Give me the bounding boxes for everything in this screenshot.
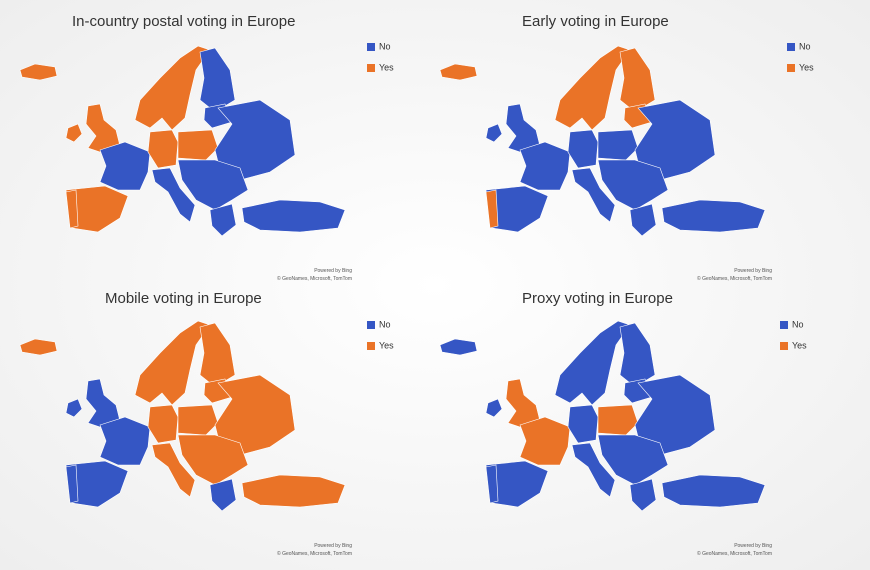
map xyxy=(439,45,766,237)
legend-label: No xyxy=(379,319,391,329)
country-region xyxy=(661,199,766,233)
country-region xyxy=(619,47,656,113)
country-region xyxy=(134,320,211,406)
country-region xyxy=(209,203,237,237)
country-region xyxy=(241,199,346,233)
map-attribution: Powered by Bing xyxy=(734,268,772,274)
map-attribution: © GeoNames, Microsoft, TomTom xyxy=(277,275,352,282)
country-region xyxy=(214,99,296,181)
map-attribution: Powered by Bing xyxy=(314,543,352,549)
country-region xyxy=(571,442,616,498)
country-region xyxy=(661,474,766,508)
map xyxy=(19,45,346,237)
country-region xyxy=(505,378,541,428)
country-region xyxy=(134,45,211,131)
country-region xyxy=(85,103,121,153)
legend-label: No xyxy=(792,319,804,329)
map-panel: Mobile voting in Europe No Yes Powered by B… xyxy=(19,290,394,557)
panel-title: Mobile voting in Europe xyxy=(105,290,262,307)
map-panel: Early voting in Europe No Yes Powered by Bi… xyxy=(439,13,814,282)
legend-swatch xyxy=(367,64,375,72)
country-region xyxy=(485,464,499,504)
country-region xyxy=(65,464,79,504)
country-region xyxy=(619,322,656,388)
country-region xyxy=(177,434,249,486)
country-region xyxy=(241,474,346,508)
country-region xyxy=(19,338,58,356)
country-region xyxy=(597,404,639,436)
country-region xyxy=(209,478,237,512)
legend-swatch xyxy=(787,43,795,51)
country-region xyxy=(147,404,179,444)
country-region xyxy=(567,129,599,169)
country-region xyxy=(597,434,669,486)
map-attribution: © GeoNames, Microsoft, TomTom xyxy=(697,550,772,557)
map-panel: Proxy voting in Europe No Yes Powered by Bi… xyxy=(439,290,807,557)
country-region xyxy=(597,159,669,211)
legend-swatch xyxy=(367,321,375,329)
country-region xyxy=(199,47,236,113)
country-region xyxy=(485,398,503,418)
country-region xyxy=(199,322,236,388)
legend-swatch xyxy=(780,342,788,350)
country-region xyxy=(554,320,631,406)
panel-title: Proxy voting in Europe xyxy=(522,290,673,307)
legend-label: No xyxy=(799,41,811,51)
country-region xyxy=(485,123,503,143)
country-region xyxy=(519,141,571,191)
country-region xyxy=(177,404,219,436)
country-region xyxy=(629,478,657,512)
country-region xyxy=(571,167,616,223)
country-region xyxy=(634,99,716,181)
map-panel: In-country postal voting in Europe No Yes P… xyxy=(19,13,394,282)
legend-swatch xyxy=(367,342,375,350)
country-region xyxy=(99,141,151,191)
country-region xyxy=(19,63,58,81)
country-region xyxy=(439,338,478,356)
map-attribution: © GeoNames, Microsoft, TomTom xyxy=(277,550,352,557)
legend-label: No xyxy=(379,41,391,51)
country-region xyxy=(485,189,499,229)
legend-swatch xyxy=(367,43,375,51)
country-region xyxy=(99,416,151,466)
country-region xyxy=(554,45,631,131)
map-attribution: © GeoNames, Microsoft, TomTom xyxy=(697,275,772,282)
country-region xyxy=(634,374,716,456)
country-region xyxy=(65,398,83,418)
map xyxy=(19,320,346,512)
legend-label: Yes xyxy=(792,340,807,350)
country-region xyxy=(151,442,196,498)
legend-swatch xyxy=(780,321,788,329)
country-region xyxy=(65,123,83,143)
map-attribution: Powered by Bing xyxy=(734,543,772,549)
country-region xyxy=(65,189,79,229)
map xyxy=(439,320,766,512)
legend-label: Yes xyxy=(379,340,394,350)
country-region xyxy=(85,378,121,428)
country-region xyxy=(214,374,296,456)
country-region xyxy=(505,103,541,153)
country-region xyxy=(597,129,639,161)
country-region xyxy=(567,404,599,444)
country-region xyxy=(629,203,657,237)
country-region xyxy=(151,167,196,223)
country-region xyxy=(439,63,478,81)
panel-title: In-country postal voting in Europe xyxy=(72,13,295,30)
country-region xyxy=(177,129,219,161)
map-attribution: Powered by Bing xyxy=(314,268,352,274)
legend-swatch xyxy=(787,64,795,72)
country-region xyxy=(147,129,179,169)
legend-label: Yes xyxy=(379,62,394,72)
legend-label: Yes xyxy=(799,62,814,72)
country-region xyxy=(519,416,571,466)
panel-title: Early voting in Europe xyxy=(522,13,669,30)
country-region xyxy=(177,159,249,211)
